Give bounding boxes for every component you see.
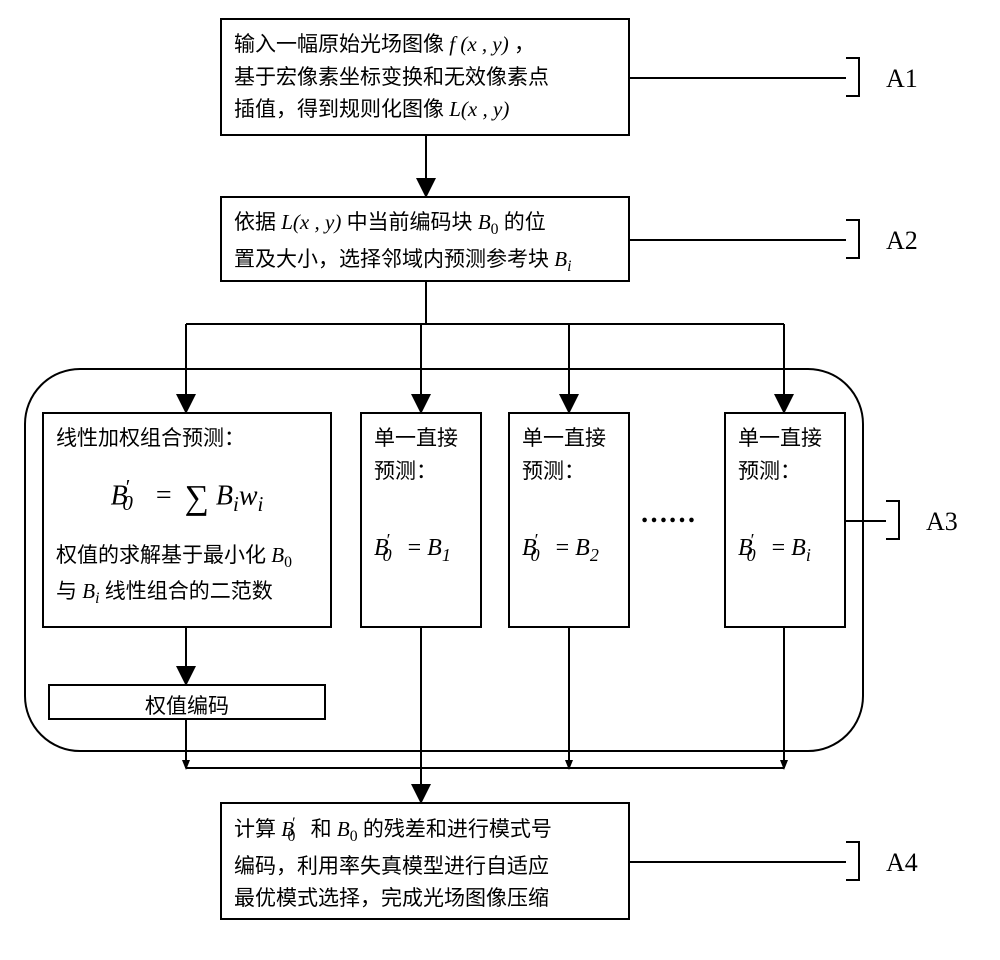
we-text: 权值编码 bbox=[145, 694, 229, 718]
sp1-eq: = bbox=[408, 535, 422, 561]
lw-l2a: 权值的求解基于最小化 bbox=[56, 543, 271, 567]
lw-wis: i bbox=[258, 491, 264, 515]
lw-wiw: w bbox=[239, 480, 258, 511]
tag-a4-bracket bbox=[846, 841, 860, 881]
a2-bi: B bbox=[554, 247, 567, 271]
sp2-rhsS: 2 bbox=[590, 545, 599, 565]
sp2-l2: 预测： bbox=[522, 455, 616, 488]
a4-b0pS: 0 bbox=[288, 828, 296, 845]
box-a4: 计算 B′0 和 B0 的残差和进行模式号 编码，利用率失真模型进行自适应 最优… bbox=[220, 802, 630, 920]
ellipsis: …… bbox=[640, 498, 696, 530]
sp1-l2: 预测： bbox=[374, 455, 468, 488]
a1-f2: L(x , y) bbox=[449, 97, 509, 121]
tag-a2-bracket bbox=[846, 219, 860, 259]
lw-b0: B bbox=[271, 543, 284, 567]
box-single-pred-1: 单一直接 预测： B′0 = B1 bbox=[360, 412, 482, 628]
a2-b0s: 0 bbox=[491, 221, 499, 238]
a2-l1a: 依据 bbox=[234, 210, 276, 234]
tag-a1-hline bbox=[630, 77, 846, 79]
a4-l1a: 计算 bbox=[234, 817, 276, 841]
a1-f1: f (x , y) bbox=[449, 32, 508, 56]
a1-l2: 基于宏像素坐标变换和无效像素点 bbox=[234, 61, 616, 94]
a2-l1b: 中当前编码块 bbox=[347, 210, 473, 234]
sp1-l1: 单一直接 bbox=[374, 422, 468, 455]
lw-l3a: 与 bbox=[56, 579, 77, 603]
lw-bis: i bbox=[95, 590, 99, 607]
lw-l1: 线性加权组合预测： bbox=[56, 422, 318, 455]
box-a2: 依据 L(x , y) 中当前编码块 B0 的位 置及大小，选择邻域内预测参考块… bbox=[220, 196, 630, 282]
tag-a4-hline bbox=[630, 861, 846, 863]
a2-b0: B bbox=[478, 210, 491, 234]
sp1-rhsS: 1 bbox=[442, 545, 451, 565]
tag-a3-bracket bbox=[886, 500, 900, 540]
tag-a2-label: A2 bbox=[886, 226, 918, 256]
tag-a3-label: A3 bbox=[926, 507, 958, 537]
a4-l1c: 的残差和进行模式号 bbox=[363, 817, 552, 841]
sp2-lhsS: 0 bbox=[531, 545, 540, 565]
a1-l3a: 插值，得到规则化图像 bbox=[234, 97, 449, 121]
a1-l1b: ， bbox=[514, 32, 535, 56]
a4-l1b: 和 bbox=[311, 817, 337, 841]
sp1-lhsS: 0 bbox=[383, 545, 392, 565]
a4-l2: 编码，利用率失真模型进行自适应 bbox=[234, 850, 616, 883]
lw-bi: B bbox=[82, 579, 95, 603]
tag-a4-label: A4 bbox=[886, 848, 918, 878]
a4-b0S: 0 bbox=[350, 828, 358, 845]
a4-b0B: B bbox=[337, 817, 350, 841]
sp3-lhsS: 0 bbox=[747, 545, 756, 565]
sp3-l1: 单一直接 bbox=[738, 422, 832, 455]
lw-eq: = bbox=[150, 480, 178, 511]
diagram-canvas: 输入一幅原始光场图像 f (x , y) ， 基于宏像素坐标变换和无效像素点 插… bbox=[0, 0, 1000, 960]
tag-a1-label: A1 bbox=[886, 64, 918, 94]
lw-b0s: 0 bbox=[284, 554, 292, 571]
box-linear-weighted: 线性加权组合预测： B′0 = ∑ Biwi 权值的求解基于最小化 B0 与 B… bbox=[42, 412, 332, 628]
sp3-rhsS: i bbox=[806, 545, 811, 565]
a4-l3: 最优模式选择，完成光场图像压缩 bbox=[234, 882, 616, 915]
sp3-rhsB: B bbox=[791, 535, 806, 561]
sp2-eq: = bbox=[556, 535, 570, 561]
box-a1: 输入一幅原始光场图像 f (x , y) ， 基于宏像素坐标变换和无效像素点 插… bbox=[220, 18, 630, 136]
box-weight-encode: 权值编码 bbox=[48, 684, 326, 720]
lw-sum: ∑ bbox=[185, 479, 209, 516]
sp3-eq: = bbox=[772, 535, 786, 561]
sp1-rhsB: B bbox=[427, 535, 442, 561]
sp3-l2: 预测： bbox=[738, 455, 832, 488]
lw-BiB: B bbox=[216, 480, 233, 511]
a2-f1: L(x , y) bbox=[281, 210, 341, 234]
tag-a3-hline bbox=[846, 520, 886, 522]
a2-l2a: 置及大小，选择邻域内预测参考块 bbox=[234, 247, 554, 271]
sp2-rhsB: B bbox=[575, 535, 590, 561]
a1-l1a: 输入一幅原始光场图像 bbox=[234, 32, 444, 56]
box-single-pred-i: 单一直接 预测： B′0 = Bi bbox=[724, 412, 846, 628]
lw-lhs-sub: 0 bbox=[122, 491, 133, 515]
tag-a1-bracket bbox=[846, 57, 860, 97]
a2-bis: i bbox=[567, 258, 571, 275]
a2-l1c: 的位 bbox=[504, 210, 546, 234]
tag-a2-hline bbox=[630, 239, 846, 241]
box-single-pred-2: 单一直接 预测： B′0 = B2 bbox=[508, 412, 630, 628]
sp2-l1: 单一直接 bbox=[522, 422, 616, 455]
lw-l3b: 线性组合的二范数 bbox=[105, 579, 273, 603]
